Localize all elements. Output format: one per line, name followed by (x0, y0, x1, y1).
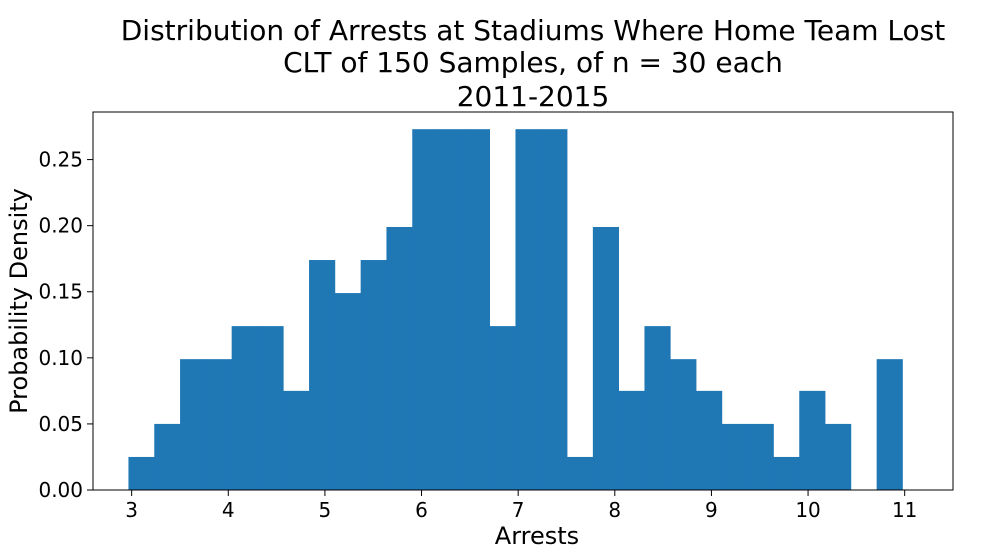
histogram-bars (128, 129, 903, 490)
histogram-bar (696, 390, 723, 490)
y-axis-label: Probability Density (5, 188, 33, 414)
chart-title-line-1: Distribution of Arrests at Stadiums Wher… (121, 14, 946, 47)
histogram-bar (541, 129, 568, 490)
x-axis-label: Arrests (495, 522, 579, 550)
histogram-bar (334, 293, 362, 490)
histogram-bar (747, 423, 774, 490)
histogram-bar (825, 423, 852, 490)
histogram-bar (360, 260, 387, 490)
histogram-bar (438, 129, 465, 490)
y-tick-label: 0.10 (38, 346, 83, 370)
chart-title: Distribution of Arrests at Stadiums Wher… (121, 14, 946, 113)
histogram-bar (386, 226, 413, 490)
histogram-bar (670, 359, 697, 490)
histogram-bar (180, 359, 207, 490)
x-tick-label: 5 (319, 498, 332, 522)
histogram-bar (618, 390, 645, 490)
histogram-bar (799, 390, 826, 490)
histogram-bar (257, 326, 284, 490)
histogram-bar (463, 129, 491, 490)
histogram-bar (283, 390, 310, 490)
y-tick-label: 0.05 (38, 412, 83, 436)
histogram-bar (567, 456, 594, 490)
histogram-bar (592, 226, 620, 490)
x-tick-label: 7 (512, 498, 525, 522)
histogram-bar (515, 129, 542, 490)
x-tick-label: 10 (795, 498, 820, 522)
histogram-bar (205, 359, 233, 490)
histogram-bar (489, 326, 516, 490)
y-tick-label: 0.00 (38, 478, 83, 502)
plot-frame (92, 111, 954, 491)
histogram-bar (128, 456, 155, 490)
histogram-bar (876, 359, 903, 490)
histogram-bar (773, 456, 800, 490)
x-tick-label: 11 (892, 498, 917, 522)
y-axis-ticks: 0.00 0.05 0.10 0.15 0.20 0.25 (38, 148, 93, 502)
y-tick-label: 0.25 (38, 148, 83, 172)
histogram-bar (644, 326, 671, 490)
chart-title-line-3: 2011-2015 (457, 80, 610, 113)
histogram-bar (412, 129, 439, 490)
histogram-bar (231, 326, 258, 490)
x-tick-label: 8 (608, 498, 621, 522)
x-tick-label: 6 (415, 498, 428, 522)
chart-title-line-2: CLT of 150 Samples, of n = 30 each (283, 46, 783, 79)
histogram-bar (154, 423, 181, 490)
x-tick-label: 3 (125, 498, 138, 522)
x-axis-ticks: 3 4 5 6 7 8 9 10 11 (125, 490, 917, 522)
histogram-bar (309, 260, 336, 490)
x-tick-label: 4 (222, 498, 235, 522)
x-tick-label: 9 (705, 498, 718, 522)
histogram-bar (721, 423, 749, 490)
y-tick-label: 0.20 (38, 214, 83, 238)
y-tick-label: 0.15 (38, 280, 83, 304)
